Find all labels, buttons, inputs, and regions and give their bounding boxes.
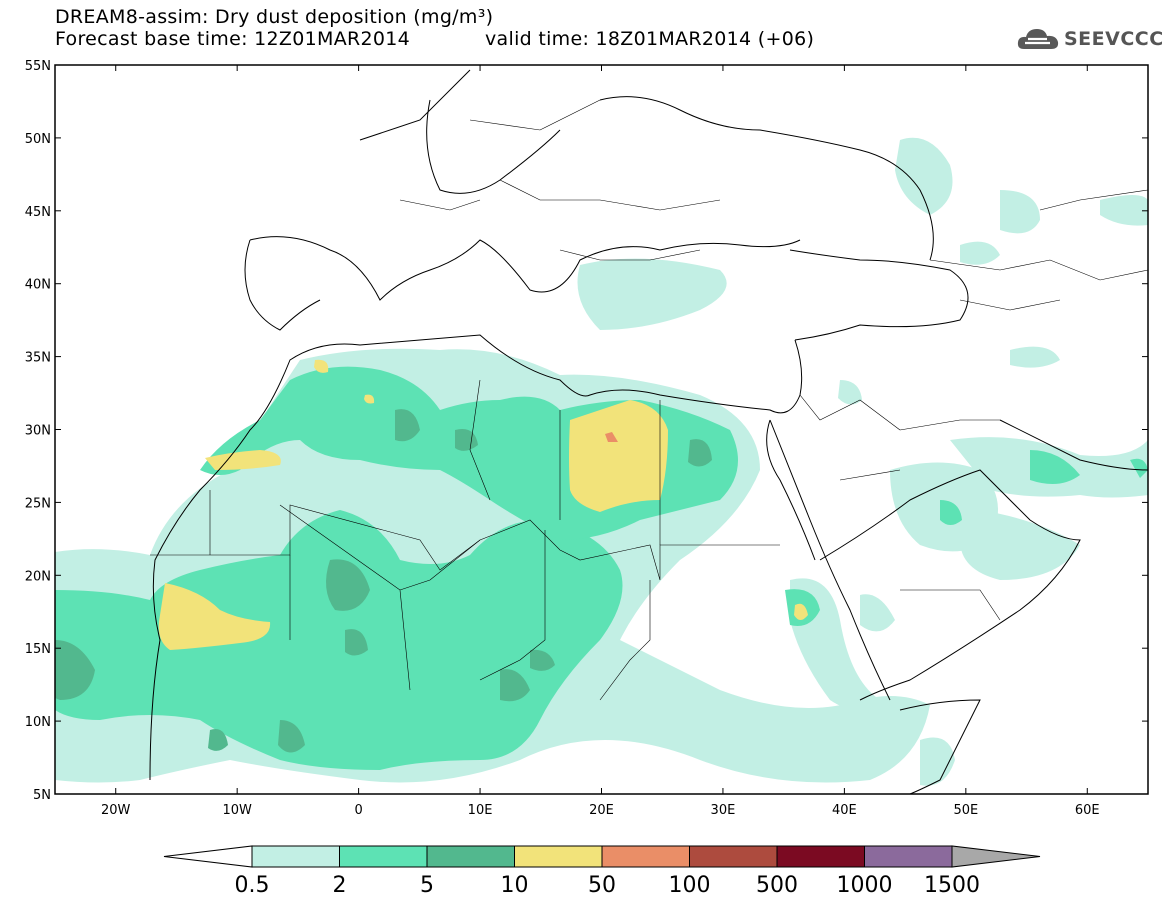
cloud-icon — [1017, 29, 1059, 49]
colorbar-segment — [601, 845, 690, 868]
lat-label: 20N — [25, 569, 51, 584]
latitude-axis: 55N 50N 45N 40N 35N 30N 25N 20N 15N 10N 5N — [25, 59, 1148, 803]
colorbar-label: 100 — [669, 873, 711, 898]
lon-label: 10E — [468, 803, 493, 818]
forecast-times: Forecast base time: 12Z01MAR2014 valid ti… — [55, 28, 814, 50]
colorbar-segment — [339, 845, 428, 868]
lat-label: 15N — [25, 642, 51, 657]
lon-label: 10W — [222, 803, 252, 818]
dust-level-10 — [158, 359, 808, 650]
longitude-axis: 20W 10W 0 10E 20E 30E 40E 50E 60E — [101, 65, 1100, 818]
dust-level-5 — [55, 409, 712, 753]
lon-label: 60E — [1075, 803, 1100, 818]
colorbar-label: 50 — [588, 873, 616, 898]
colorbar-label: 500 — [756, 873, 798, 898]
lat-label: 45N — [25, 205, 51, 220]
colorbar-label: 2 — [333, 873, 347, 898]
logo-text: SEEVCCC — [1064, 28, 1164, 50]
colorbar-low-triangle — [163, 845, 253, 868]
lat-label: 35N — [25, 351, 51, 366]
borders — [150, 99, 1148, 701]
colorbar-segment — [514, 845, 603, 868]
colorbar-high-triangle — [951, 845, 1041, 868]
colorbar: 0.5 2 5 10 50 100 500 1000 1500 — [163, 845, 1041, 898]
lon-label: 20W — [101, 803, 131, 818]
colorbar-label: 1000 — [837, 873, 893, 898]
colorbar-label: 5 — [420, 873, 434, 898]
colorbar-label: 1500 — [924, 873, 980, 898]
seevccc-logo: SEEVCCC — [1016, 22, 1164, 56]
lon-label: 20E — [589, 803, 614, 818]
lon-label: 0 — [354, 803, 362, 818]
colorbar-segment — [426, 845, 515, 868]
lat-label: 40N — [25, 278, 51, 293]
lat-label: 10N — [25, 715, 51, 730]
lat-label: 30N — [25, 424, 51, 439]
lat-label: 5N — [33, 788, 51, 803]
lat-label: 25N — [25, 496, 51, 511]
colorbar-segment — [776, 845, 865, 868]
lat-label: 50N — [25, 132, 51, 147]
dust-level-50 — [605, 432, 618, 442]
coastlines — [55, 69, 1148, 794]
dust-fields — [55, 137, 1148, 786]
lon-label: 50E — [953, 803, 978, 818]
colorbar-label: 10 — [501, 873, 529, 898]
colorbar-label: 0.5 — [235, 873, 270, 898]
base-time-label: Forecast base time: 12Z01MAR2014 — [55, 28, 411, 50]
map-title: DREAM8-assim: Dry dust deposition (mg/m³… — [55, 6, 494, 28]
colorbar-segment — [689, 845, 778, 868]
colorbar-segment — [864, 845, 953, 868]
lon-label: 30E — [711, 803, 736, 818]
valid-time-label: valid time: 18Z01MAR2014 (+06) — [485, 28, 815, 50]
colorbar-segment — [251, 845, 340, 868]
lat-label: 55N — [25, 59, 51, 74]
lon-label: 40E — [832, 803, 857, 818]
